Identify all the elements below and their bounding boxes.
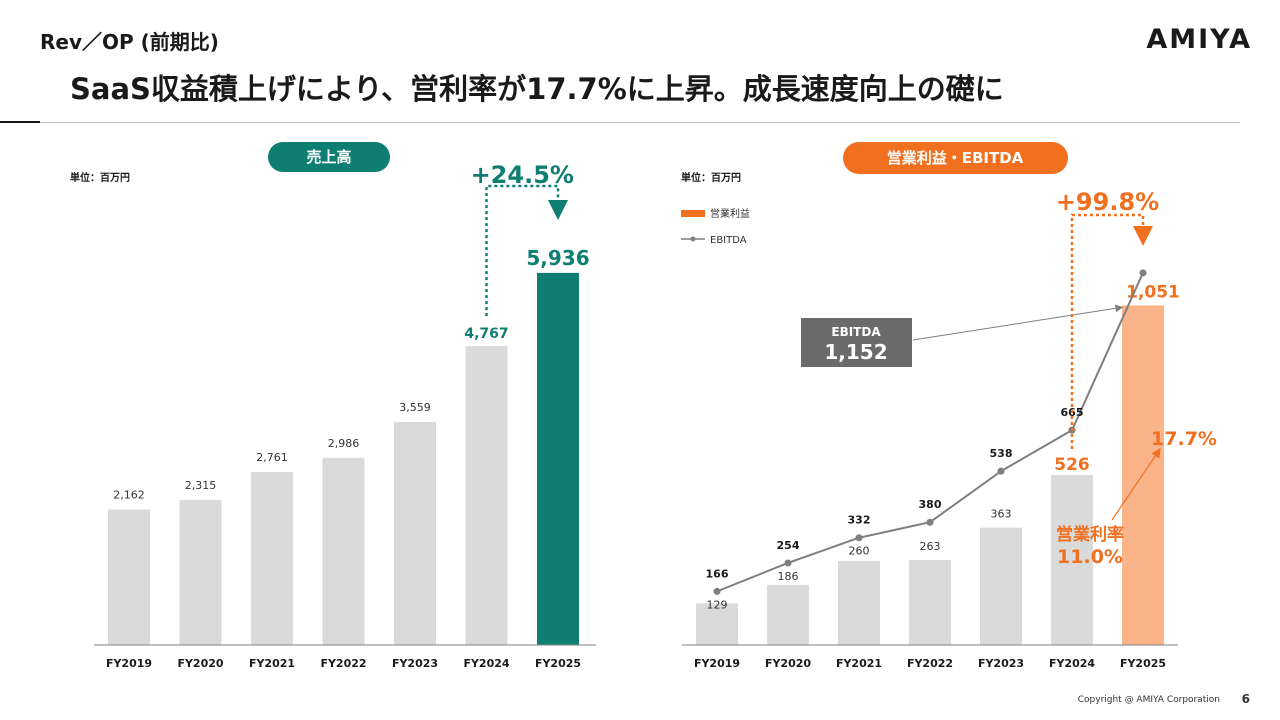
- op-tick-FY2025: FY2025: [1120, 657, 1166, 670]
- header-rule: [40, 122, 1240, 123]
- revenue-value-label-FY2022: 2,986: [328, 437, 360, 450]
- op-bar-FY2020: [767, 584, 809, 645]
- legend-op-swatch: [681, 210, 705, 217]
- op-bar-FY2022: [909, 560, 951, 645]
- ebitda-point-FY2023: [997, 467, 1005, 475]
- op-value-label-FY2019: 129: [707, 598, 728, 611]
- section-subtitle: Rev／OP (前期比): [40, 30, 219, 54]
- op-value-label-FY2025: 1,051: [1126, 282, 1180, 302]
- revenue-value-label-FY2024: 4,767: [464, 326, 508, 342]
- revenue-value-label-FY2019: 2,162: [113, 488, 145, 501]
- revenue-bar-FY2019: [108, 509, 150, 645]
- revenue-tick-FY2022: FY2022: [320, 657, 366, 670]
- ebitda-callout-label: EBITDA: [831, 325, 881, 339]
- op-bar-FY2021: [838, 561, 880, 645]
- op-value-label-FY2022: 263: [920, 540, 941, 553]
- revenue-tick-FY2023: FY2023: [392, 657, 438, 670]
- revenue-growth-label: +24.5%: [471, 161, 574, 189]
- revenue-bar-FY2025: [537, 272, 579, 645]
- op-bar-FY2024: [1051, 475, 1093, 645]
- revenue-value-label-FY2020: 2,315: [185, 479, 217, 492]
- ebitda-point-FY2025: [1139, 269, 1147, 277]
- op-tick-FY2024: FY2024: [1049, 657, 1095, 670]
- op-tick-FY2019: FY2019: [694, 657, 740, 670]
- op-tick-FY2023: FY2023: [978, 657, 1024, 670]
- revenue-tick-FY2020: FY2020: [177, 657, 223, 670]
- op-value-label-FY2021: 260: [849, 545, 870, 558]
- op-title-pill: [843, 142, 1068, 174]
- op-growth-label: +99.8%: [1056, 188, 1159, 216]
- op-margin-prev-value: 11.0%: [1057, 546, 1123, 568]
- revenue-chart: 売上高 単位：百万円 2,162 2,315 2,761 2,986 3,559 4,76…: [70, 142, 596, 670]
- revenue-tick-FY2024: FY2024: [463, 657, 509, 670]
- op-ebitda-chart: 営業利益・EBITDA 単位：百万円 営業利益 EBITDA 129 186 260…: [681, 142, 1217, 670]
- op-margin-prev-label: 営業利率: [1056, 524, 1124, 545]
- ebitda-point-FY2022: [926, 518, 934, 526]
- copyright: Copyright @ AMIYA Corporation: [1077, 695, 1220, 705]
- revenue-title-pill: [268, 142, 390, 172]
- revenue-bar-FY2021: [251, 471, 293, 645]
- revenue-bar-FY2022: [322, 457, 365, 645]
- op-value-label-FY2024: 526: [1054, 455, 1090, 475]
- op-bar-FY2019: [696, 603, 738, 645]
- revenue-bar-FY2023: [394, 421, 436, 645]
- ebitda-callout-arrow: [912, 304, 1124, 341]
- op-unit-label: 単位：百万円: [681, 171, 741, 184]
- legend-ebitda-marker: [690, 236, 696, 242]
- revenue-bar-FY2020: [179, 499, 222, 645]
- op-tick-FY2020: FY2020: [765, 657, 811, 670]
- page-headline: SaaS収益積上げにより、営利率が17.7%に上昇。成長速度向上の礎に: [70, 72, 1004, 106]
- revenue-tick-FY2025: FY2025: [535, 657, 581, 670]
- legend-op-label: 営業利益: [710, 207, 750, 220]
- op-chart-title: 営業利益・EBITDA: [887, 149, 1024, 167]
- revenue-value-label-FY2021: 2,761: [256, 451, 288, 464]
- op-value-label-FY2023: 363: [991, 508, 1012, 521]
- header-rule-accent: [0, 121, 40, 123]
- legend-ebitda-label: EBITDA: [710, 235, 747, 246]
- revenue-tick-FY2021: FY2021: [249, 657, 295, 670]
- ebitda-value-label-FY2023: 538: [990, 447, 1013, 460]
- ebitda-point-FY2020: [784, 559, 792, 567]
- op-margin-current: 17.7%: [1151, 428, 1217, 450]
- revenue-chart-title: 売上高: [306, 148, 351, 166]
- page-number: 6: [1241, 692, 1250, 706]
- ebitda-value-label-FY2020: 254: [777, 539, 800, 552]
- revenue-value-label-FY2025: 5,936: [526, 246, 589, 270]
- company-logo: AMIYA: [1146, 24, 1252, 55]
- ebitda-point-FY2019: [713, 587, 721, 595]
- revenue-bar-FY2024: [465, 346, 508, 645]
- revenue-tick-FY2019: FY2019: [106, 657, 152, 670]
- op-tick-FY2021: FY2021: [836, 657, 882, 670]
- ebitda-value-label-FY2019: 166: [706, 567, 729, 580]
- op-tick-FY2022: FY2022: [907, 657, 953, 670]
- op-margin-arrow: [1111, 448, 1161, 521]
- ebitda-value-label-FY2022: 380: [919, 498, 942, 511]
- ebitda-callout-value: 1,152: [824, 340, 887, 364]
- ebitda-callout-box: [801, 318, 912, 367]
- op-bar-FY2023: [980, 527, 1022, 645]
- revenue-value-label-FY2023: 3,559: [399, 401, 431, 414]
- ebitda-value-label-FY2021: 332: [848, 514, 871, 527]
- ebitda-point-FY2021: [855, 534, 863, 542]
- op-value-label-FY2020: 186: [778, 570, 799, 583]
- revenue-unit-label: 単位：百万円: [70, 171, 130, 184]
